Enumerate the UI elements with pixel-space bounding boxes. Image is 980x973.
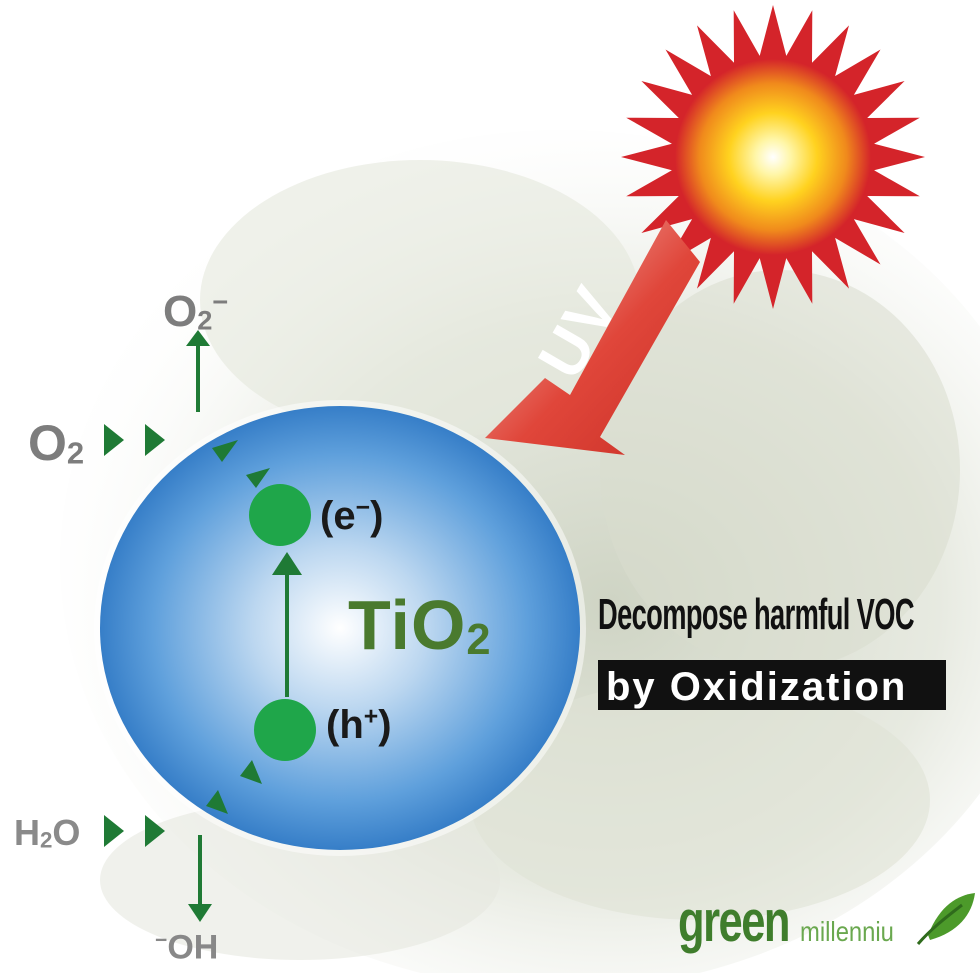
leaf-icon xyxy=(916,893,975,945)
h2o-inbound-arrows xyxy=(104,815,165,847)
o2-inbound-arrows xyxy=(104,424,165,456)
oh-down-arrow xyxy=(188,835,212,922)
caption-line-2: by Oxidization xyxy=(606,665,908,709)
tio2-label: TiO2 xyxy=(348,586,492,665)
caption-line-1: Decompose harmful VOC xyxy=(598,590,915,639)
surface-arrowheads xyxy=(206,440,270,814)
excitation-arrow xyxy=(272,552,302,697)
logo-brand-light: millenniu xyxy=(800,916,894,947)
hydroxide-label: −OH xyxy=(155,928,219,967)
o2-superoxide-label: O2− xyxy=(163,286,229,336)
tio2-sphere xyxy=(94,400,586,856)
hole-particle xyxy=(254,699,316,761)
h2o-label: H2O xyxy=(14,812,81,853)
logo-brand-bold: green xyxy=(678,889,790,954)
sun-icon xyxy=(621,5,925,309)
uv-arrow xyxy=(485,220,700,455)
o2-up-arrow xyxy=(186,330,210,412)
electron-label: (e−) xyxy=(320,494,384,538)
o2-label: O2 xyxy=(28,415,85,471)
hole-label: (h+) xyxy=(326,703,392,747)
caption-line-2-box: by Oxidization xyxy=(598,660,946,710)
electron-particle xyxy=(249,484,311,546)
